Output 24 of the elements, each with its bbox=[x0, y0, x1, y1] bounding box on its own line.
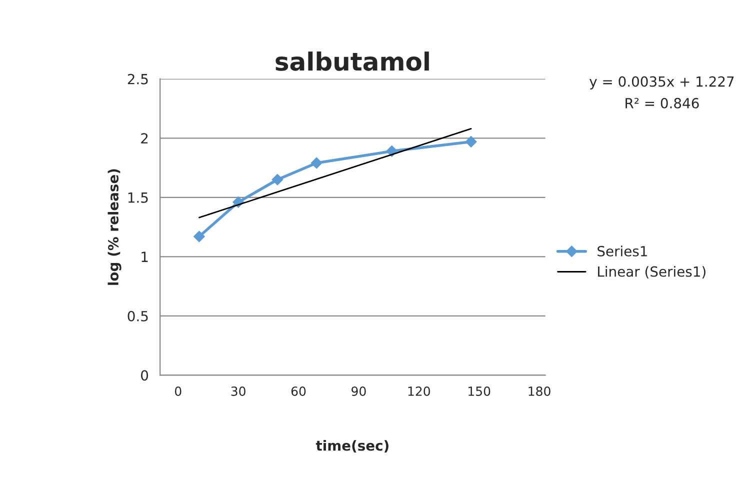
y-tick-label: 0.5 bbox=[128, 310, 148, 322]
y-tick-label: 0 bbox=[141, 370, 148, 381]
legend-label: Series1 bbox=[598, 246, 647, 256]
y-tick-label: 2.5 bbox=[128, 74, 148, 84]
x-tick-label: 30 bbox=[231, 386, 246, 396]
x-tick-label: 150 bbox=[468, 386, 490, 396]
y-tick-label: 2 bbox=[141, 133, 148, 144]
legend-label: Linear (Series1) bbox=[598, 266, 706, 278]
y-axis-title: log (% release) bbox=[108, 169, 122, 285]
point bbox=[194, 230, 205, 242]
x-tick-label: 0 bbox=[174, 386, 182, 396]
point bbox=[465, 136, 477, 148]
x-tick-label: 60 bbox=[291, 386, 306, 396]
x-tick-label: 120 bbox=[408, 386, 430, 396]
point bbox=[310, 157, 322, 169]
y-tick-label: 1 bbox=[142, 252, 148, 262]
x-tick-label: 90 bbox=[352, 386, 366, 396]
y-tick-label: 1.5 bbox=[128, 192, 148, 203]
chart-title: salbutamol bbox=[276, 52, 429, 71]
text: y = 0.0035x + 1.227 bbox=[590, 76, 734, 90]
text: R² = 0.846 bbox=[626, 98, 699, 108]
x-tick-label: 180 bbox=[528, 386, 550, 396]
x-axis-title: time(sec) bbox=[316, 440, 388, 452]
point bbox=[272, 174, 284, 186]
